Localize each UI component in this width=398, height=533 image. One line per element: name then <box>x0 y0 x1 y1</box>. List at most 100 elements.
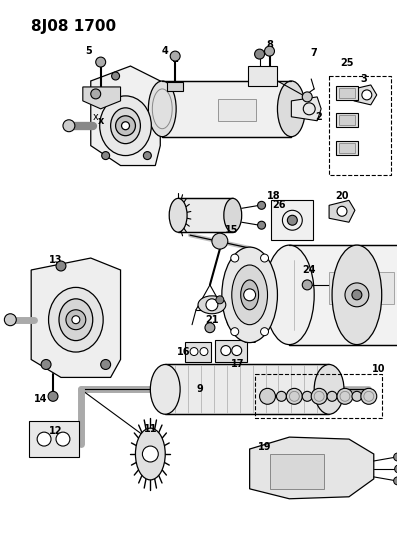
Bar <box>178 198 233 232</box>
Bar <box>167 82 183 91</box>
Circle shape <box>337 206 347 216</box>
Ellipse shape <box>59 299 93 341</box>
Circle shape <box>287 389 302 404</box>
Circle shape <box>261 254 269 262</box>
Circle shape <box>56 432 70 446</box>
Bar <box>336 86 358 100</box>
Text: 17: 17 <box>231 359 244 369</box>
Bar <box>269 454 324 489</box>
Ellipse shape <box>111 108 140 144</box>
Ellipse shape <box>314 365 344 414</box>
Circle shape <box>41 360 51 369</box>
Circle shape <box>231 254 239 262</box>
Text: 5: 5 <box>86 46 92 56</box>
Circle shape <box>206 299 218 311</box>
Bar <box>165 365 329 414</box>
Bar <box>339 115 355 125</box>
Polygon shape <box>329 200 355 222</box>
Bar <box>215 340 247 361</box>
Ellipse shape <box>332 245 382 345</box>
Bar <box>336 113 358 127</box>
Polygon shape <box>91 66 160 166</box>
Text: 9: 9 <box>197 384 203 394</box>
Circle shape <box>277 391 287 401</box>
Polygon shape <box>250 437 374 499</box>
Ellipse shape <box>265 245 314 345</box>
Text: 8: 8 <box>266 40 273 50</box>
Circle shape <box>352 391 362 401</box>
Polygon shape <box>354 85 377 105</box>
Circle shape <box>265 46 275 56</box>
Text: 14: 14 <box>34 394 48 405</box>
Circle shape <box>205 322 215 333</box>
Polygon shape <box>31 258 121 377</box>
Ellipse shape <box>222 247 277 343</box>
Bar <box>255 375 382 418</box>
Circle shape <box>101 360 111 369</box>
Polygon shape <box>291 97 321 121</box>
Circle shape <box>190 348 198 356</box>
Circle shape <box>48 391 58 401</box>
Circle shape <box>4 314 16 326</box>
Text: 1: 1 <box>172 54 179 64</box>
Text: 18: 18 <box>267 191 280 201</box>
Circle shape <box>216 296 224 304</box>
Circle shape <box>37 432 51 446</box>
Circle shape <box>56 261 66 271</box>
Text: 11: 11 <box>144 424 157 434</box>
Ellipse shape <box>198 296 226 314</box>
Circle shape <box>302 391 312 401</box>
Circle shape <box>143 151 151 159</box>
Bar <box>339 88 355 98</box>
Circle shape <box>327 391 337 401</box>
Text: 23: 23 <box>350 335 364 345</box>
Text: 7: 7 <box>311 48 318 58</box>
Text: 22: 22 <box>243 335 256 345</box>
Text: 13: 13 <box>49 255 63 265</box>
Circle shape <box>311 389 327 404</box>
Circle shape <box>258 201 265 209</box>
Ellipse shape <box>241 280 259 310</box>
Circle shape <box>200 348 208 356</box>
Text: 10: 10 <box>372 365 386 375</box>
Text: 16: 16 <box>178 346 191 357</box>
Circle shape <box>259 389 275 404</box>
Bar <box>29 421 79 457</box>
Text: 3: 3 <box>361 74 367 84</box>
Circle shape <box>231 328 239 336</box>
Circle shape <box>221 345 231 356</box>
Circle shape <box>91 89 101 99</box>
Circle shape <box>394 453 398 461</box>
Circle shape <box>361 389 377 404</box>
Circle shape <box>394 477 398 485</box>
Bar <box>248 66 277 86</box>
Text: x: x <box>98 116 104 126</box>
Text: 21: 21 <box>205 314 219 325</box>
Bar <box>336 141 358 155</box>
Circle shape <box>302 92 312 102</box>
Circle shape <box>63 120 75 132</box>
Text: 2: 2 <box>315 112 322 122</box>
Circle shape <box>244 289 256 301</box>
Bar <box>339 143 355 152</box>
Ellipse shape <box>277 81 305 136</box>
Bar <box>289 245 398 345</box>
Text: 15: 15 <box>225 225 238 235</box>
Circle shape <box>66 310 86 330</box>
Circle shape <box>255 49 265 59</box>
Bar <box>218 99 256 121</box>
Circle shape <box>72 316 80 324</box>
Ellipse shape <box>232 265 267 325</box>
Circle shape <box>115 116 135 136</box>
Circle shape <box>302 280 312 290</box>
Circle shape <box>337 389 353 404</box>
Ellipse shape <box>169 198 187 232</box>
Ellipse shape <box>100 96 151 156</box>
Circle shape <box>287 215 297 225</box>
Text: 19: 19 <box>258 442 271 452</box>
Text: 12: 12 <box>49 426 63 436</box>
Polygon shape <box>83 87 121 109</box>
Circle shape <box>212 233 228 249</box>
Circle shape <box>261 328 269 336</box>
Text: 8J08 1700: 8J08 1700 <box>31 19 116 34</box>
